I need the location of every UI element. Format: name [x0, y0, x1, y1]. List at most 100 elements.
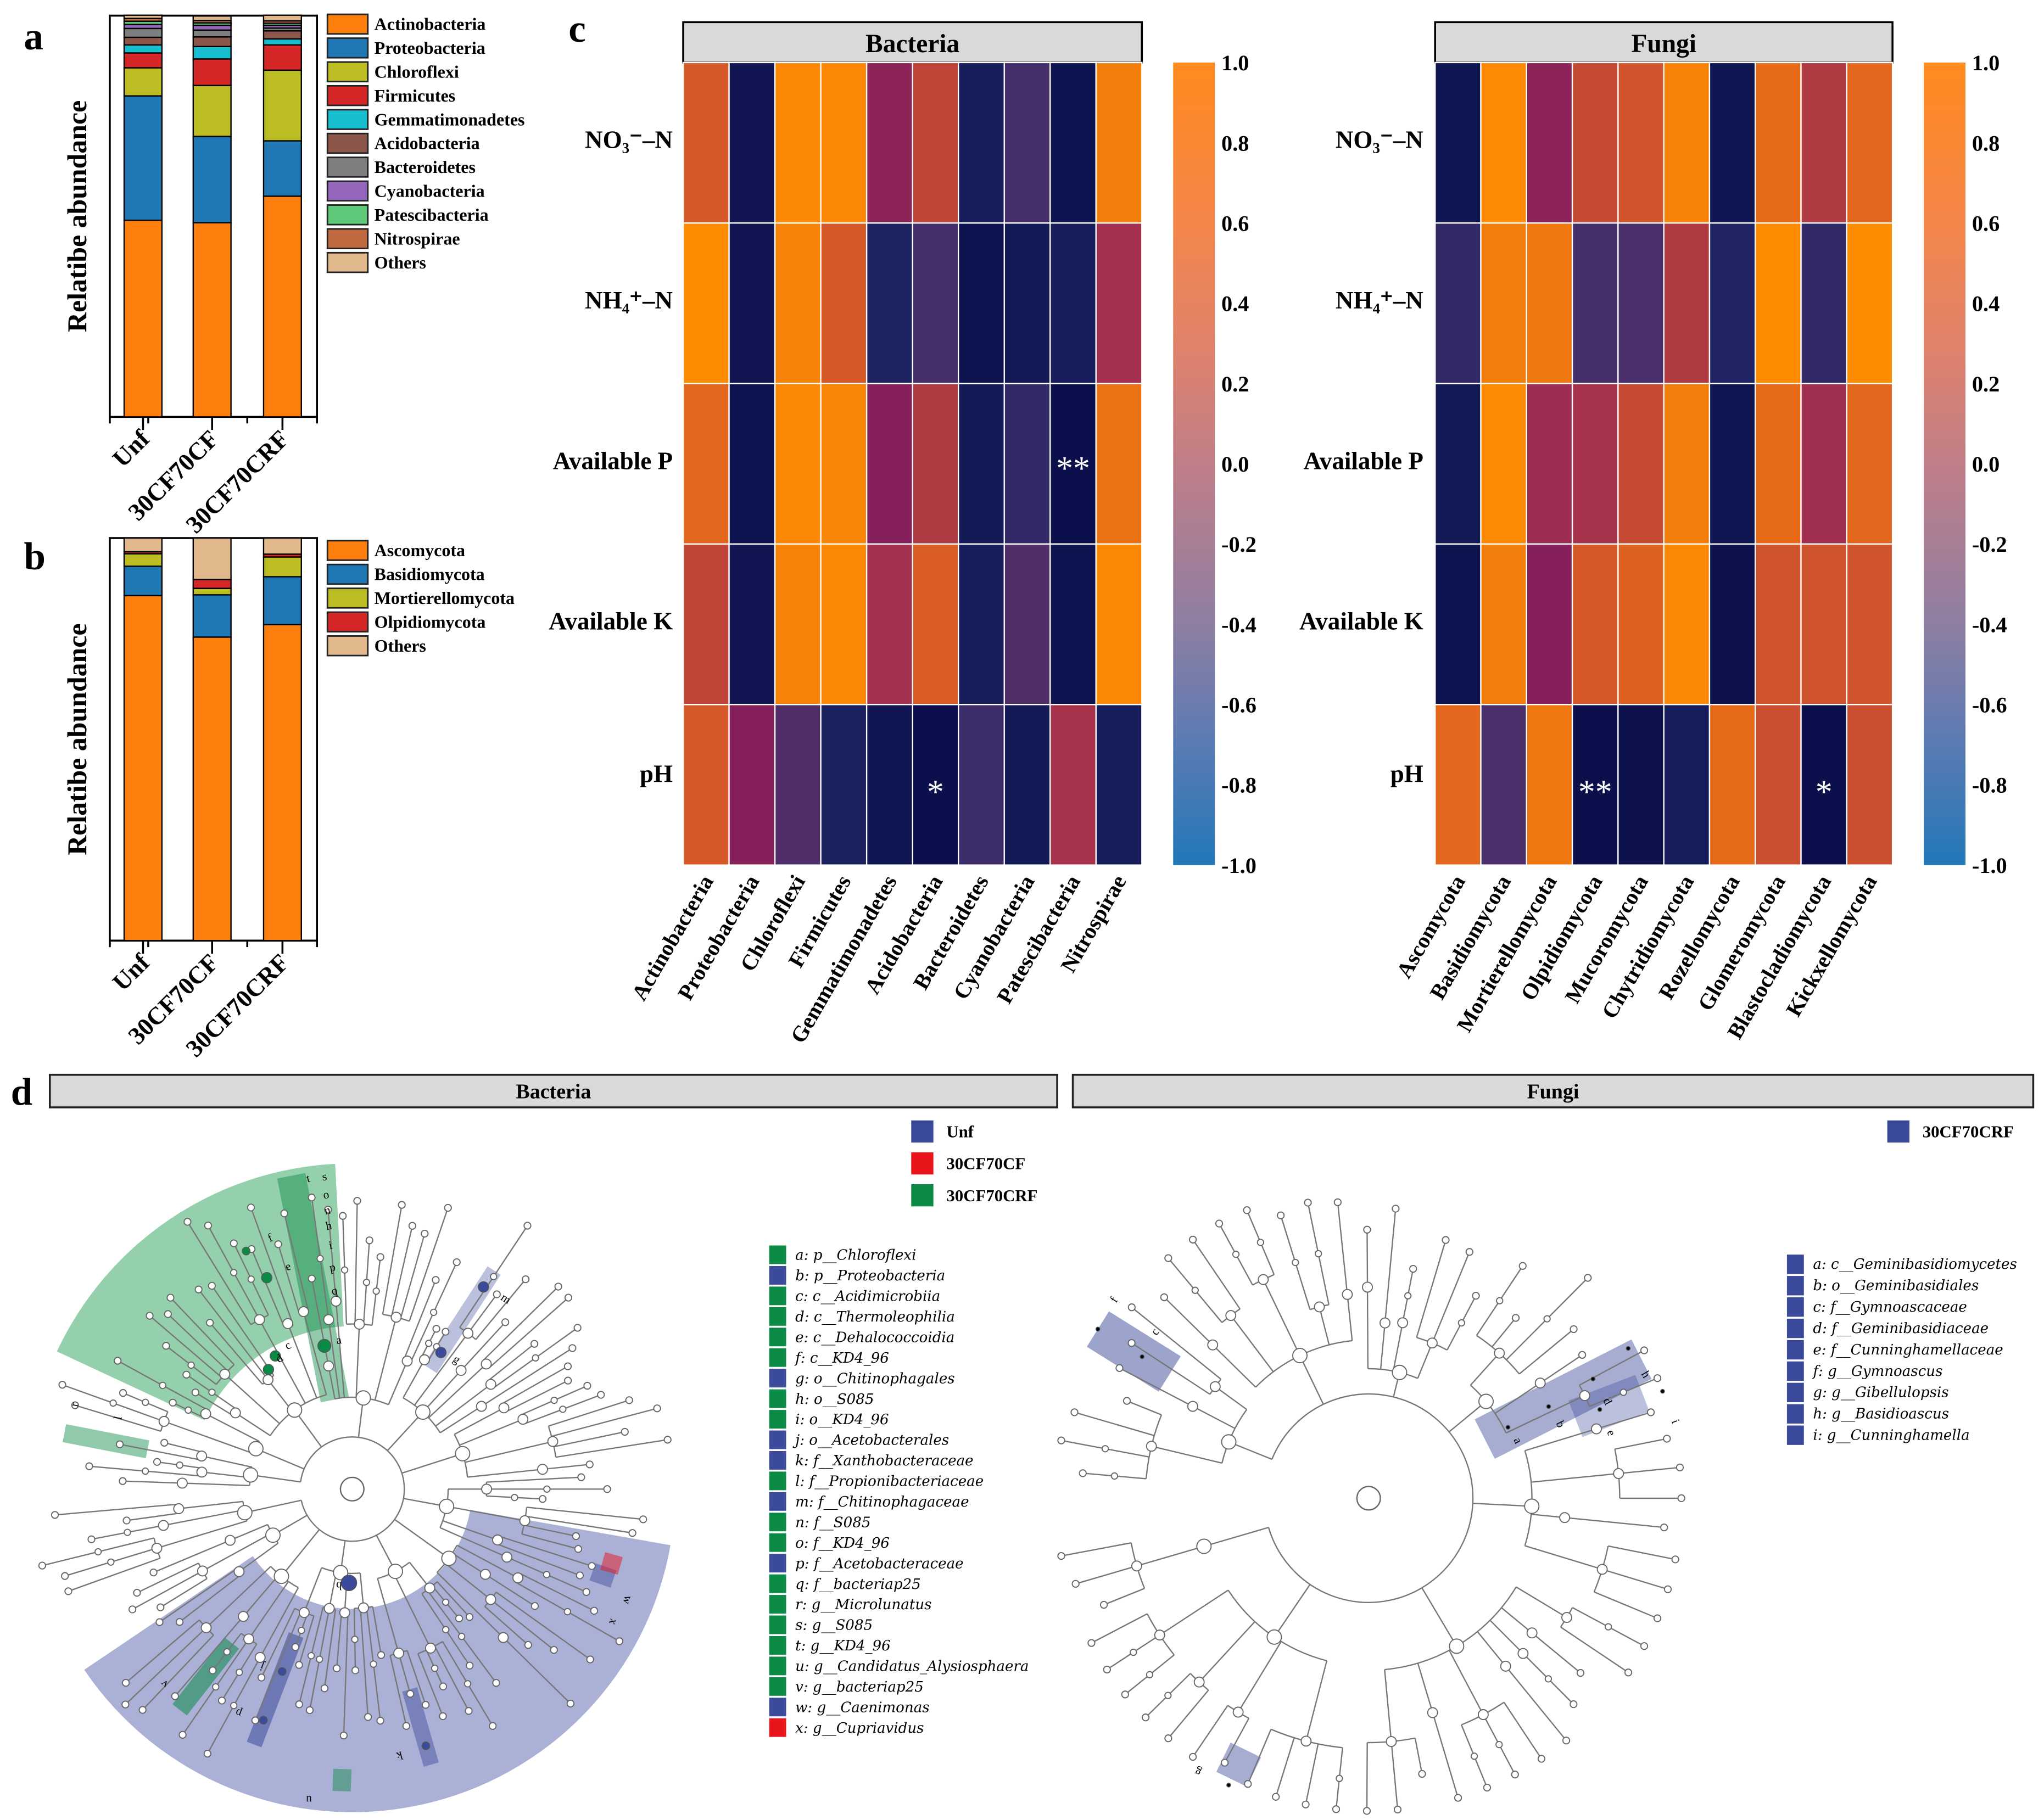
branch [439, 1405, 482, 1433]
leaf-node [572, 1532, 580, 1541]
branch [486, 1476, 582, 1483]
legend-swatch [326, 563, 369, 585]
branch [1596, 1412, 1651, 1430]
node [442, 1598, 450, 1606]
biomarker-node [1546, 1404, 1551, 1409]
branch [1448, 1650, 1484, 1715]
node [187, 1361, 195, 1369]
taxon-legend-swatch [769, 1430, 786, 1449]
group-legend-label: 30CF70CRF [1923, 1123, 2014, 1141]
legend-swatch [326, 228, 369, 249]
significance-mark: * [1816, 774, 1833, 811]
leaf-node [1640, 1642, 1649, 1650]
taxon-legend-label: l: f__Propionibacteriaceae [795, 1474, 984, 1490]
branch [283, 1213, 309, 1311]
node [415, 1404, 431, 1420]
bar-segment-proteobacteria [192, 136, 232, 223]
node [247, 1275, 255, 1283]
branch [198, 1289, 269, 1380]
branch [1579, 1349, 1645, 1386]
heatmap-cell [1800, 543, 1848, 705]
leaf-node [583, 1381, 591, 1390]
cladogram-title-box [1071, 1073, 2035, 1108]
heatmap-cell [1095, 222, 1143, 384]
leaf-node [183, 1218, 192, 1226]
heatmap-cell [1480, 704, 1527, 866]
branch [1319, 1307, 1330, 1345]
clade-letter: e [1604, 1428, 1618, 1437]
branch [1615, 1438, 1667, 1450]
taxon-legend-swatch [769, 1265, 786, 1285]
branch [224, 1374, 280, 1424]
legend-label: Actinobacteria [375, 14, 486, 34]
bar-segment-ascomycota [123, 595, 163, 942]
leaf-node [1570, 1700, 1578, 1709]
node [158, 1520, 169, 1531]
clade-letter: i [328, 1239, 333, 1252]
panel-d-fungi-cladogram: Fungi 30CF70CRF a: c__Geminibasidiomycetes… [1057, 1073, 2035, 1815]
heatmap-cell [1434, 383, 1482, 545]
leaf-node [1304, 1199, 1312, 1207]
branch [414, 1332, 469, 1406]
bar-segment-others [263, 537, 302, 555]
branch [327, 1209, 337, 1302]
taxon-legend-swatch [769, 1615, 786, 1634]
branch [1384, 1669, 1392, 1742]
branch [487, 1343, 535, 1381]
leaf-node [444, 1203, 452, 1212]
branch [548, 1399, 630, 1427]
legend-label: Firmicutes [375, 86, 456, 105]
leaf-node [421, 1229, 429, 1238]
node [1315, 1250, 1322, 1258]
leaf-node [455, 1614, 463, 1622]
node [265, 1527, 281, 1543]
branch [1390, 1741, 1399, 1810]
legend-label: Bacteroidetes [375, 157, 476, 177]
legend-swatch [326, 587, 369, 609]
branch [1228, 1441, 1272, 1460]
group-legend-swatch [911, 1120, 934, 1143]
colorbar-tick-label: -0.6 [1972, 693, 2007, 718]
branch [1492, 1317, 1516, 1347]
branch [1470, 1352, 1500, 1386]
branch [255, 1448, 305, 1470]
branch [1091, 1613, 1148, 1644]
node [358, 1602, 369, 1614]
node [1613, 1468, 1624, 1479]
branch [235, 1412, 271, 1436]
heatmap-cell [1480, 383, 1527, 545]
branch [1503, 1701, 1542, 1760]
leaf-node [1671, 1555, 1679, 1564]
taxon-legend-label: c: f__Gymnoascaceae [1813, 1299, 1967, 1315]
leaf-node [61, 1572, 69, 1580]
leaf-node [568, 1344, 577, 1352]
node [401, 1356, 413, 1367]
leaf-node [194, 1285, 203, 1293]
branch [136, 1563, 199, 1594]
heatmap-cell [1755, 704, 1802, 866]
heatmap-cell [1480, 543, 1527, 705]
leaf-node [621, 1427, 629, 1436]
leaf-node [153, 1458, 161, 1466]
leaf-node [576, 1571, 584, 1580]
node [1258, 1274, 1269, 1285]
legend-label: Chloroflexi [375, 61, 459, 81]
node [208, 1388, 216, 1396]
branch [490, 1599, 555, 1651]
colorbar-tick-label: -1.0 [1221, 853, 1256, 878]
leaf-node [466, 1661, 474, 1670]
legend-swatch [326, 37, 369, 59]
heatmap-cell [774, 61, 822, 224]
node [323, 1360, 334, 1372]
bar-segment-proteobacteria [123, 95, 163, 221]
heatmap-cell [1003, 543, 1051, 705]
leaf-node [1418, 1769, 1426, 1778]
taxon-legend-swatch [769, 1245, 786, 1264]
node [490, 1273, 498, 1280]
node [1336, 1774, 1343, 1782]
leaf-node [639, 1515, 647, 1524]
bar-segment-others [192, 537, 232, 580]
heatmap-cell [1003, 61, 1051, 224]
heatmap-cell [865, 543, 913, 705]
taxon-legend-label: j: o__Acetobacterales [792, 1432, 949, 1449]
